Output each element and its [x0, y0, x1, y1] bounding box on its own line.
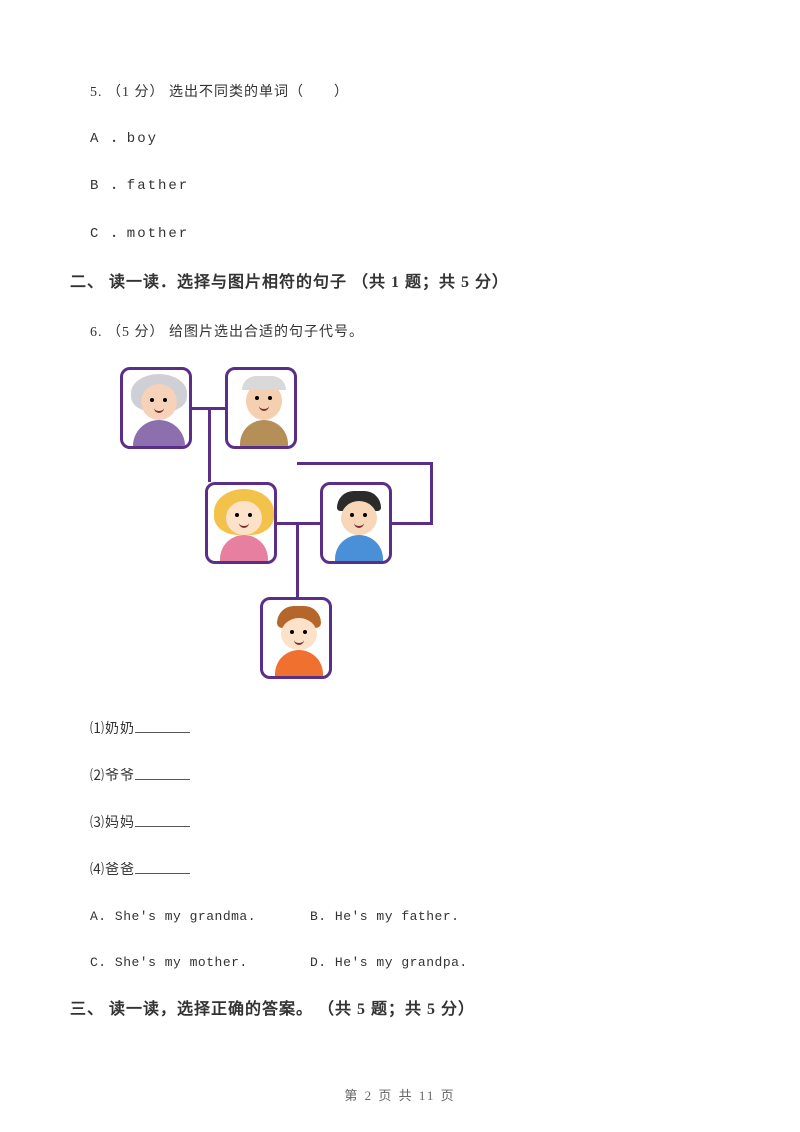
q6-choice-d: D. He's my grandpa.: [310, 951, 530, 974]
tree-connector: [208, 407, 211, 482]
grandpa-body-icon: [240, 420, 288, 449]
father-face-icon: [341, 501, 377, 535]
tree-connector: [430, 462, 433, 525]
q6-item-3: ⑶妈妈: [90, 811, 730, 836]
q6-item-4: ⑷爸爸: [90, 858, 730, 883]
q6-text: 给图片选出合适的句子代号。: [169, 325, 364, 340]
q6-stem: 6. （5 分） 给图片选出合适的句子代号。: [90, 320, 730, 345]
page-footer: 第 2 页 共 11 页: [0, 1084, 800, 1107]
q5-points: （1 分）: [107, 85, 165, 100]
q6-choices-row2: C. She's my mother. D. He's my grandpa.: [90, 951, 730, 974]
q6-choice-b: B. He's my father.: [310, 905, 530, 928]
q6-choice-c: C. She's my mother.: [90, 951, 310, 974]
q5-option-c: C ．mother: [90, 222, 730, 247]
q5-text: 选出不同类的单词（ ）: [169, 85, 349, 100]
q6-number: 6.: [90, 325, 103, 340]
q6-choices-row1: A. She's my grandma. B. He's my father.: [90, 905, 730, 928]
child-body-icon: [275, 650, 323, 679]
q6-item-1: ⑴奶奶: [90, 717, 730, 742]
tree-connector: [296, 522, 299, 597]
blank-line[interactable]: [135, 813, 190, 827]
grandma-body-icon: [133, 420, 185, 449]
blank-line[interactable]: [135, 719, 190, 733]
q5-number: 5.: [90, 85, 103, 100]
child-face-icon: [281, 618, 317, 650]
portrait-grandpa: [225, 367, 297, 449]
tree-connector: [297, 462, 433, 465]
q6-choice-a: A. She's my grandma.: [90, 905, 310, 928]
grandpa-hair-icon: [242, 376, 286, 390]
q5-option-a: A ．boy: [90, 127, 730, 152]
grandma-face-icon: [141, 384, 177, 420]
q5-option-b: B ．father: [90, 174, 730, 199]
q6-item-2: ⑵爷爷: [90, 764, 730, 789]
tree-connector: [392, 522, 432, 525]
q6-points: （5 分）: [107, 325, 165, 340]
portrait-child: [260, 597, 332, 679]
portrait-father: [320, 482, 392, 564]
mother-body-icon: [220, 535, 268, 564]
mother-face-icon: [226, 501, 262, 535]
blank-line[interactable]: [135, 766, 190, 780]
q5-stem: 5. （1 分） 选出不同类的单词（ ）: [90, 80, 730, 105]
portrait-grandma: [120, 367, 192, 449]
blank-line[interactable]: [135, 860, 190, 874]
section3-title: 三、 读一读，选择正确的答案。 （共 5 题；共 5 分）: [70, 996, 730, 1025]
section2-title: 二、 读一读．选择与图片相符的句子 （共 1 题；共 5 分）: [70, 269, 730, 298]
portrait-mother: [205, 482, 277, 564]
family-tree-figure: [110, 367, 460, 687]
father-body-icon: [335, 535, 383, 564]
